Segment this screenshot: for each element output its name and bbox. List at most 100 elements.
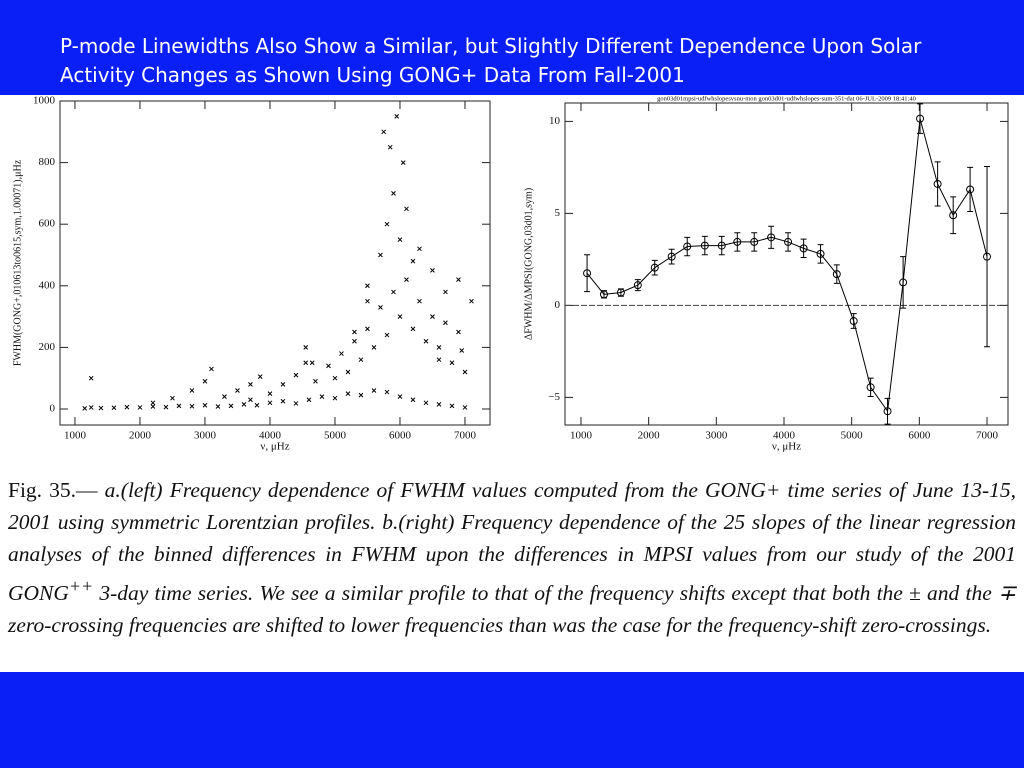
error-bar (833, 264, 840, 284)
point (267, 400, 273, 406)
point (866, 383, 875, 392)
point (257, 374, 263, 379)
y-tick-label: 800 (39, 156, 56, 168)
point (966, 185, 975, 194)
error-bar (718, 235, 725, 256)
point (387, 144, 393, 150)
point (267, 391, 273, 396)
point (443, 320, 448, 326)
point (391, 191, 396, 196)
point (358, 392, 364, 398)
y-tick-label: −5 (548, 391, 560, 403)
y-tick-label: 200 (39, 341, 56, 353)
point (293, 401, 299, 406)
point (280, 381, 286, 387)
point (365, 283, 370, 289)
error-bar (984, 165, 991, 348)
point (423, 338, 429, 344)
point (583, 269, 592, 278)
error-bar (651, 259, 658, 276)
point (599, 290, 608, 299)
point (365, 326, 370, 332)
point (150, 404, 156, 409)
point (378, 252, 383, 258)
point (767, 233, 776, 242)
caption-rest: 3-day time series. We see a similar prof… (8, 581, 1017, 638)
point (170, 395, 175, 401)
x-tick-label: 5000 (324, 430, 347, 442)
error-bar (734, 232, 741, 252)
y-tick-label: 400 (39, 279, 56, 291)
point (430, 314, 435, 319)
point (391, 289, 396, 295)
point (410, 326, 416, 332)
error-bar (785, 232, 792, 252)
point (983, 252, 992, 261)
point (313, 378, 318, 384)
x-tick-label: 4000 (773, 430, 796, 442)
point (303, 345, 309, 350)
x-tick-label: 2000 (638, 430, 661, 442)
point (717, 241, 726, 250)
y-tick-label: 0 (50, 403, 56, 415)
error-bar (751, 232, 758, 252)
error-bar (584, 254, 591, 293)
point (345, 391, 351, 396)
caption-text: a.(left) Frequency dependence of FWHM va… (8, 478, 1016, 606)
point (365, 298, 370, 304)
point (82, 406, 88, 411)
point (176, 403, 182, 409)
point (137, 405, 143, 410)
point (358, 357, 364, 363)
point (326, 363, 331, 369)
point (750, 237, 759, 246)
point (303, 360, 309, 366)
point (700, 241, 709, 250)
point (883, 407, 892, 416)
point (404, 277, 409, 282)
plot-frame (59, 100, 491, 426)
point (449, 360, 455, 366)
point (650, 263, 659, 272)
y-tick-label: 600 (39, 218, 56, 230)
point (332, 395, 338, 401)
point (423, 400, 429, 406)
x-tick-label: 2000 (129, 430, 152, 442)
point (345, 369, 351, 375)
point (228, 403, 234, 409)
point (309, 360, 315, 366)
point (209, 366, 214, 372)
point (332, 375, 338, 381)
point (410, 258, 416, 264)
error-bar (701, 235, 708, 256)
point (417, 246, 422, 252)
point (456, 329, 461, 335)
plot-frame (564, 102, 1009, 426)
error-bar (800, 238, 807, 259)
caption-sup: ++ (68, 576, 94, 596)
point (616, 288, 625, 297)
caption: Fig. 35.— a.(left) Frequency dependence … (8, 474, 1016, 641)
point (397, 314, 403, 319)
slide-title: P-mode Linewidths Also Show a Similar, b… (60, 34, 922, 87)
point (371, 345, 377, 350)
point (202, 402, 208, 408)
point (410, 397, 416, 403)
error-bar (884, 397, 891, 425)
point (667, 252, 676, 261)
x-tick-label: 4000 (259, 430, 282, 442)
x-axis-label: ν, μHz (260, 441, 289, 453)
point (98, 405, 104, 411)
error-bar (867, 377, 874, 397)
line (586, 118, 988, 413)
point (397, 394, 403, 400)
point (339, 351, 344, 356)
point (400, 160, 406, 165)
point (235, 388, 240, 393)
point (111, 405, 117, 411)
error-bar (950, 196, 957, 235)
point (799, 244, 808, 253)
point (384, 389, 390, 395)
point (469, 298, 474, 304)
error-bar (917, 103, 924, 134)
